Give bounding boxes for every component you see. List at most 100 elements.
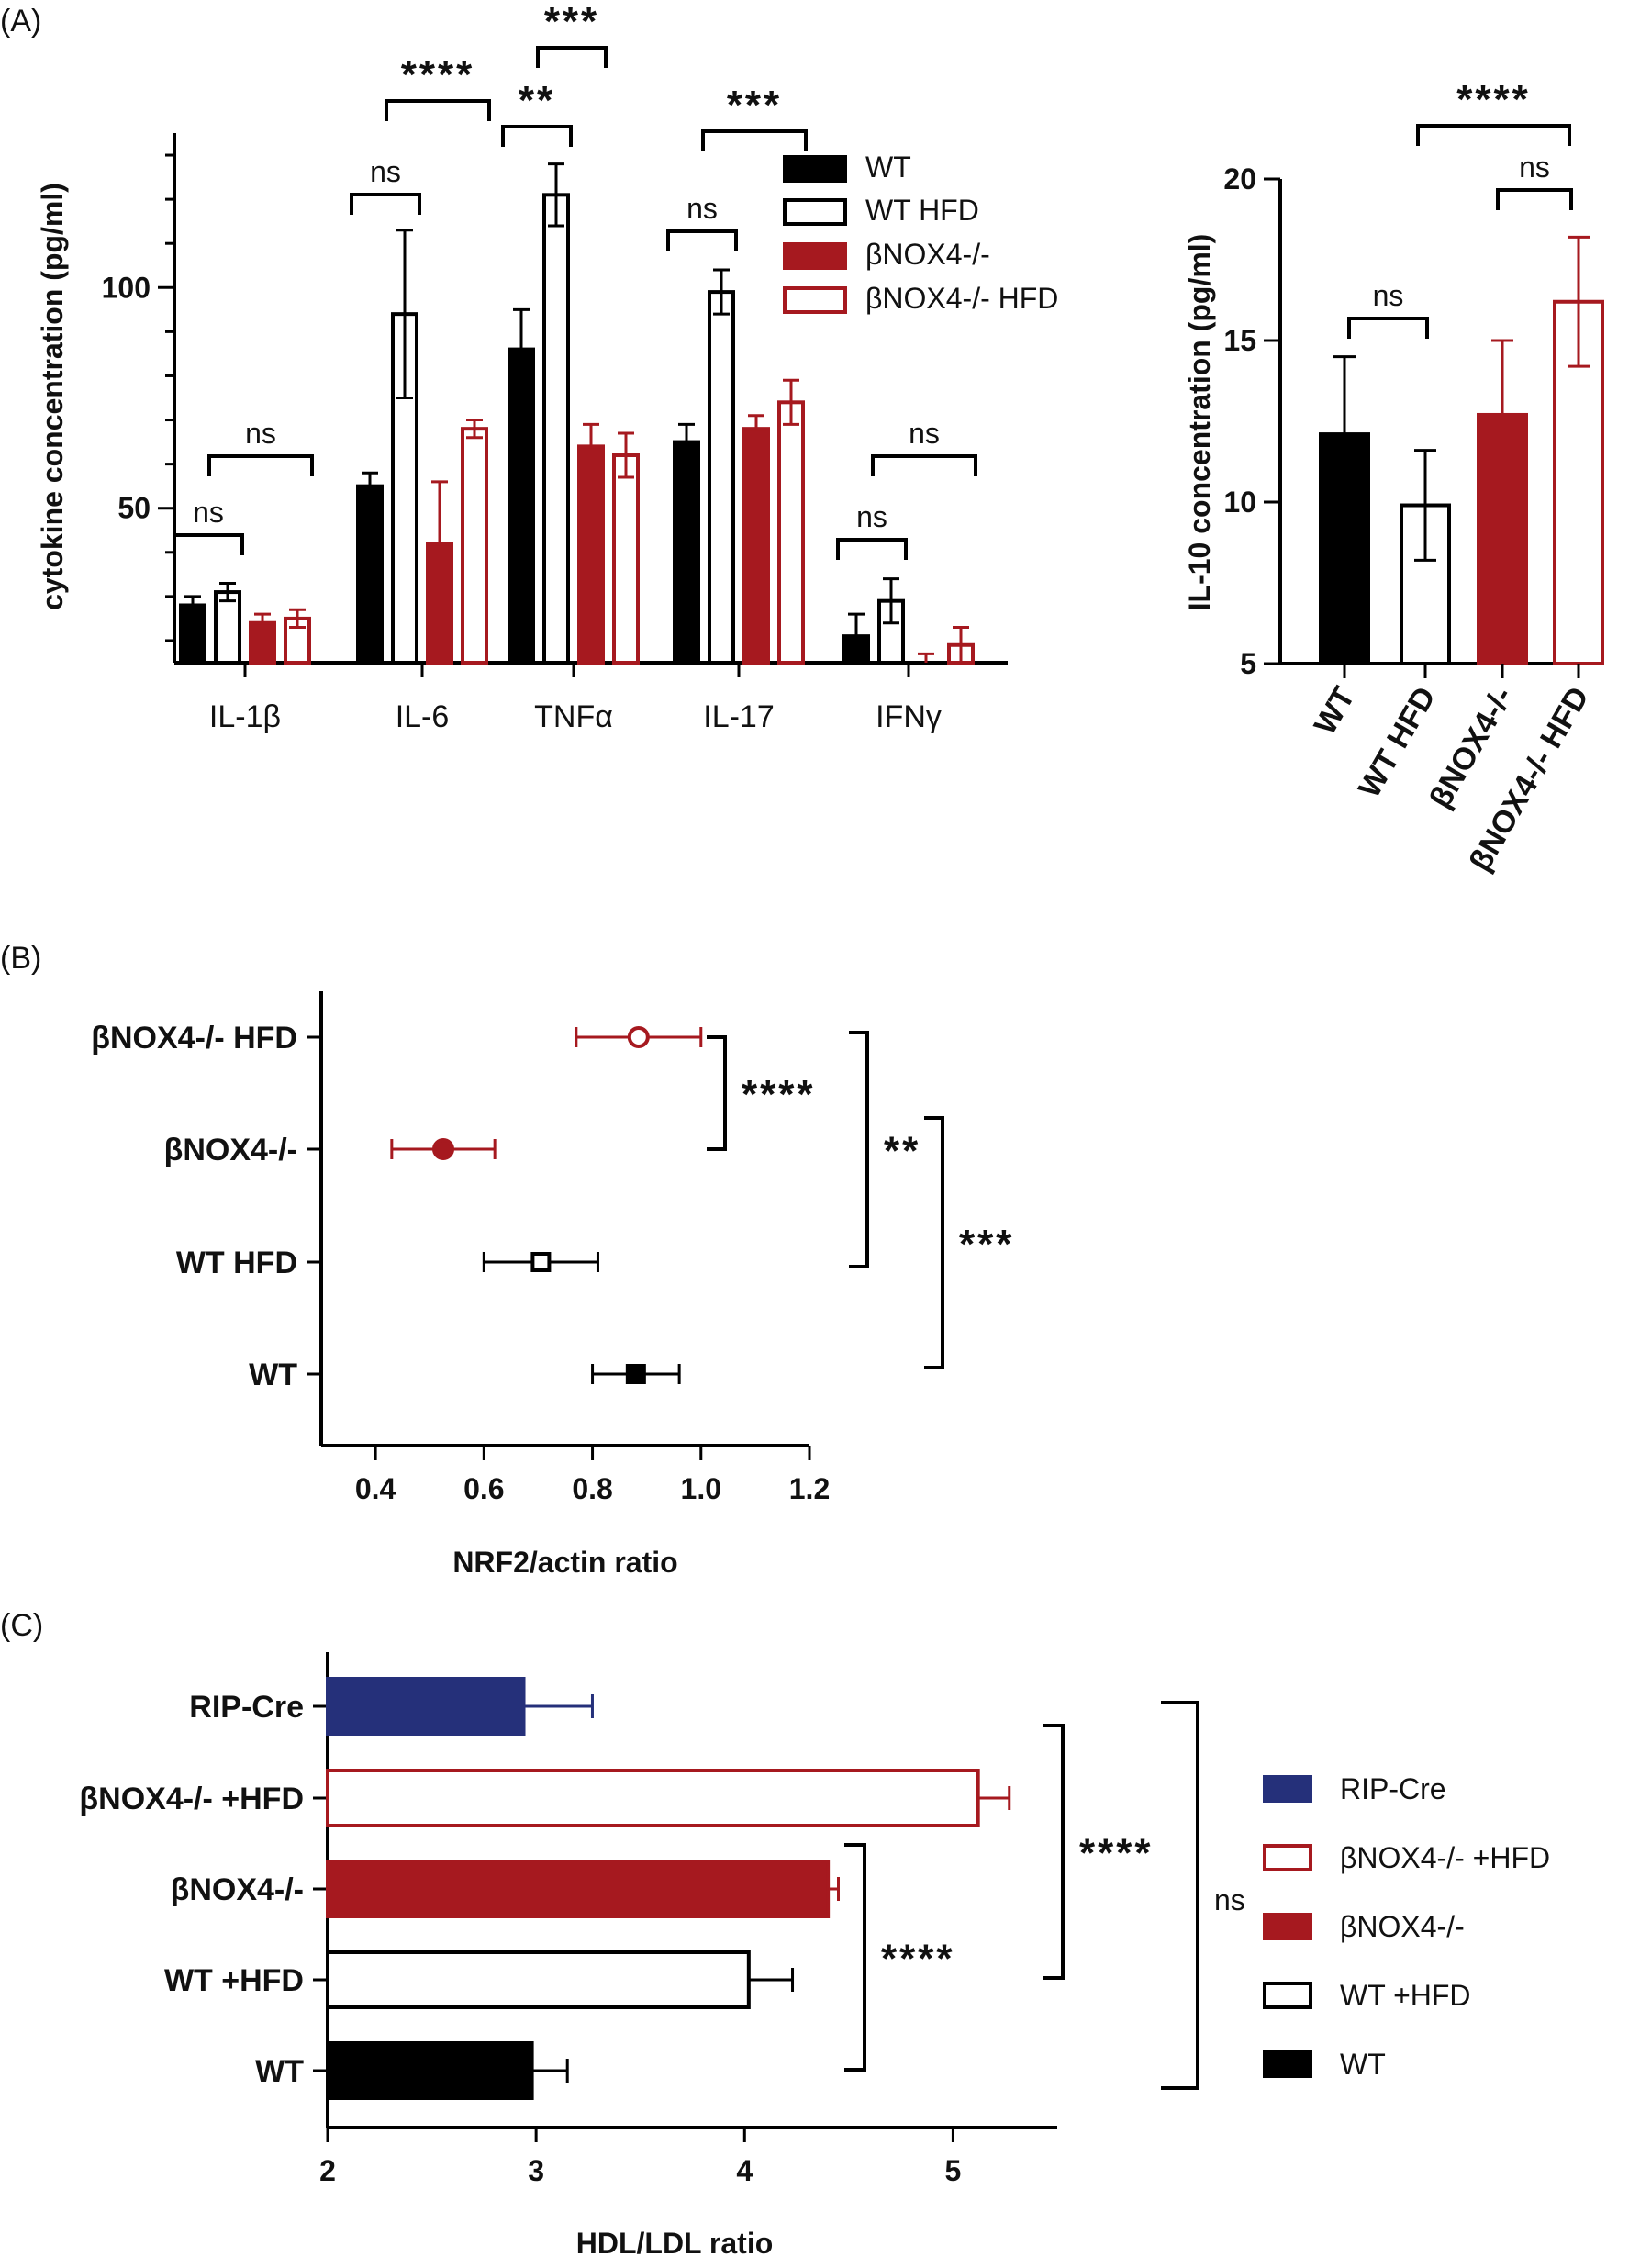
y-tick-label: 15 [1223,324,1256,357]
y-tick-label: 20 [1223,162,1256,196]
legend-entry: βNOX4-/- HFD [865,282,1058,315]
error-bar-lower [396,314,413,399]
error-bar-lower [289,618,306,630]
y-tick-label: 10 [1223,486,1256,519]
y-tick-label: 50 [117,492,151,525]
legend-entry: WT HFD [865,194,979,227]
comparison-label: *** [727,83,782,128]
error-bar [289,608,306,619]
x-tick-label: 5 [945,2154,962,2187]
category-label: WT [255,2054,304,2089]
comparison-label: ns [686,192,718,225]
bar [1477,412,1528,665]
comparison-label: **** [742,1072,816,1117]
comparison-label: ** [519,78,555,123]
comparison-bracket [924,1116,944,1369]
x-axis-title: NRF2/actin ratio [452,1546,677,1579]
error-bar [431,480,448,544]
comparison-bracket [836,538,908,560]
comparison-label: ns [909,417,940,450]
comparison-label: ** [884,1129,920,1174]
comparison-bracket [1347,317,1429,339]
panel-a: (A) 50 100 cytokine concentration (pg/ml) I… [0,0,1604,877]
bar [326,1860,831,1918]
comparison-bracket [1416,124,1571,146]
bar [461,427,488,665]
comparison-bracket [1043,1724,1065,1980]
error-bar [583,422,599,447]
legend-swatch [783,242,847,270]
error-bar-lower [953,644,969,665]
comparison-bracket [849,1031,869,1268]
error-bar [548,162,564,196]
legend-swatch [783,286,847,314]
panel-label-a: (A) [0,4,41,39]
x-tick-label: 2 [319,2154,336,2187]
bar [542,193,570,665]
y-axis-title: cytokine concentration (pg/ml) [36,183,69,610]
comparison-label: ns [1373,279,1404,312]
legend-swatch [783,155,847,183]
data-point [627,1026,650,1048]
category-label: TNFα [534,699,613,734]
bar [179,603,206,665]
bar [1319,432,1370,665]
error-bar [1568,235,1590,302]
y-tick-label: 5 [1240,647,1256,680]
legend-swatch [1263,1775,1312,1803]
x-tick-label: 3 [528,2154,544,2187]
bar [326,1769,980,1827]
bar [777,400,805,665]
comparison-bracket [666,229,738,251]
error-bar [748,414,764,430]
legend-swatch [1263,1913,1312,1940]
comparison-bracket [536,46,608,68]
legend-swatch [1263,1844,1312,1871]
comparison-bracket [844,1843,866,2072]
panel-label-b: (B) [0,941,41,976]
comparison-label: ns [856,500,887,533]
cytokine-bar-chart: 50 100 cytokine concentration (pg/ml) IL-1β… [36,0,1058,734]
error-bar [953,626,969,645]
error-bar [513,307,530,350]
error-bar-lower [1568,301,1590,368]
comparison-label: *** [959,1222,1014,1267]
error-bar [466,419,483,430]
bar [742,427,770,665]
y-axis-title: IL-10 concentration (pg/ml) [1183,234,1216,611]
comparison-label: ns [1214,1883,1245,1916]
legend-entry: βNOX4-/- [1340,1910,1465,1943]
error-bar [1491,339,1513,415]
legend-entry: WT [1340,2048,1386,2081]
comparison-label: *** [544,0,599,44]
error-bar [748,1968,795,1992]
category-label: βNOX4-/- HFD [91,1021,297,1056]
bar [249,620,276,665]
data-point [530,1252,552,1272]
bar [612,453,640,665]
category-label: WT +HFD [164,1963,304,1998]
comparison-label: **** [1456,77,1531,122]
x-tick-label: 4 [736,2154,753,2187]
bar [842,634,870,665]
comparison-bracket [207,454,314,476]
x-tick-label: 0.8 [572,1472,612,1505]
category-label: βNOX4-/- [171,1872,304,1907]
comparison-label: ns [1519,151,1550,184]
comparison-label: ns [370,155,401,188]
x-tick-label: 1.0 [681,1472,721,1505]
comparison-bracket [701,129,808,151]
comparison-bracket [385,99,491,121]
bar [673,440,700,665]
error-bar-lower [883,600,899,625]
category-label: RIP-Cre [189,1690,304,1725]
error-bar [848,612,865,637]
legend-swatch [1263,2050,1312,2078]
x-tick-label: 0.6 [463,1472,504,1505]
category-label: IL-17 [703,699,775,734]
category-label: IL-6 [396,699,450,734]
bar [326,2041,534,2100]
y-tick-label: 100 [102,271,151,304]
nrf2-dot-plot: 0.4 0.6 0.8 1.0 1.2 NRF2/actin ratio βNOX4-/- … [91,991,1014,1579]
